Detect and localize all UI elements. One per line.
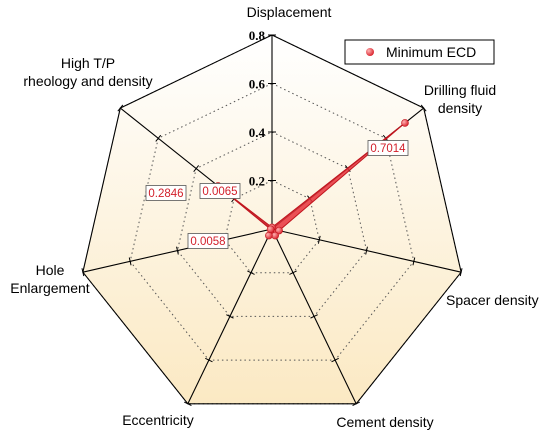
axis-tick-5 <box>176 246 179 255</box>
axis-tick-2 <box>412 257 416 266</box>
data-label-group-6: 0.2846 <box>145 185 187 201</box>
axis-tick-3 <box>289 270 297 275</box>
axis-label-1: Drilling fluid density <box>424 82 496 116</box>
axis-tick-6 <box>193 165 200 172</box>
axis-label-6: High T/P rheology and density <box>23 55 152 89</box>
legend: Minimum ECD <box>344 39 495 65</box>
data-label-group-1: 0.7014 <box>367 140 409 156</box>
axis-label-0: Displacement <box>247 4 332 20</box>
data-point-5 <box>266 225 275 234</box>
tick-label-0.4: 0.4 <box>249 125 266 140</box>
axis-label-3: Cement density <box>336 414 433 430</box>
grid-ring-0-6 <box>129 82 415 361</box>
axis-tick-4 <box>226 314 234 319</box>
data-point-2 <box>275 226 283 235</box>
tick-label-0.6: 0.6 <box>249 77 266 92</box>
data-label-0: 0.0065 <box>202 186 237 198</box>
axis-tick-1 <box>420 104 427 112</box>
axis-tick-2 <box>317 235 321 244</box>
axis-label-5: Hole Enlargement <box>10 262 89 296</box>
axis-label-line: Enlargement <box>10 280 89 296</box>
axis-label-line: Eccentricity <box>122 412 194 428</box>
axis-label-line: density <box>438 100 482 116</box>
data-label-group-0: 0.0065 <box>199 183 241 199</box>
data-label-box-1 <box>367 140 409 156</box>
data-label-box-6 <box>145 185 187 201</box>
data-label-box-0 <box>199 183 241 199</box>
axis-label-line: rheology and density <box>23 73 152 89</box>
axis-tick-5 <box>81 268 85 277</box>
axis-label-line: Spacer density <box>446 292 539 308</box>
grid-ring-0-4 <box>176 131 368 317</box>
axis-label-4: Eccentricity <box>122 412 194 428</box>
data-point-3 <box>271 231 279 240</box>
tick-label-0.8: 0.8 <box>249 28 266 43</box>
tick-label-0.2: 0.2 <box>249 174 265 189</box>
axis-tick-4 <box>247 270 255 275</box>
axis-tick-4 <box>184 401 192 406</box>
data-labels: 0.0065 0.7014 0.0058 0.2846 <box>145 140 409 249</box>
axis-labels: Displacement Drilling fluid density Spacer … <box>10 4 538 430</box>
axis-label-line: Displacement <box>247 4 332 20</box>
axis-label-line: Cement density <box>336 414 433 430</box>
axis-tick-3 <box>331 357 339 363</box>
axis-tick-4 <box>205 357 213 363</box>
outer-ring <box>82 34 462 405</box>
axis-tick-2 <box>365 246 368 255</box>
data-label-box-5 <box>187 233 229 249</box>
axis-label-2: Spacer density <box>446 292 539 308</box>
axis-tick-5 <box>128 257 132 266</box>
axis-tick-3 <box>310 314 318 319</box>
data-label-group-5: 0.0058 <box>187 233 229 249</box>
legend-entry-minimum-ecd: Minimum ECD <box>386 44 476 60</box>
axis-tick-6 <box>117 104 124 112</box>
data-label-5: 0.0058 <box>190 236 225 248</box>
axis-label-line: Drilling fluid <box>424 82 496 98</box>
data-point-1 <box>401 119 409 127</box>
legend-marker <box>366 48 374 56</box>
axis-tick-6 <box>155 134 162 142</box>
data-point-4 <box>265 231 273 240</box>
axis-tick-3 <box>352 401 360 406</box>
data-label-6: 0.2846 <box>148 188 183 200</box>
tick-labels: 0.2 0.4 0.6 0.8 <box>249 28 266 189</box>
axis-label-line: High T/P <box>61 55 115 71</box>
axis-label-line: Hole <box>36 262 65 278</box>
axis-tick-2 <box>459 268 463 277</box>
data-label-1: 0.7014 <box>370 143 406 155</box>
